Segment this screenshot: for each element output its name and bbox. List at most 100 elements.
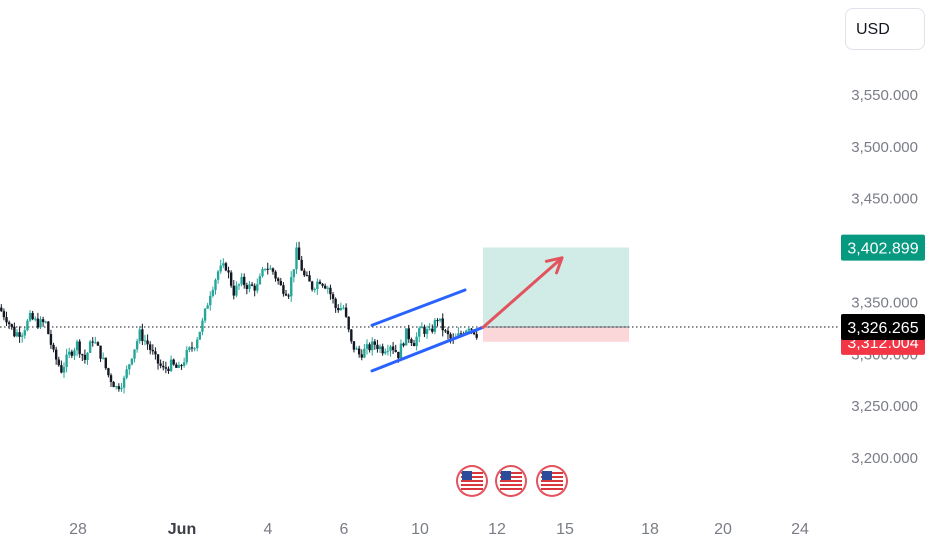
candle-body <box>457 333 460 338</box>
candle-body <box>344 307 348 317</box>
candle-body <box>412 343 416 347</box>
candle-body <box>431 328 434 332</box>
price-axis[interactable]: 3,550.0003,500.0003,450.0003,400.0003,35… <box>851 87 918 467</box>
candle-body <box>386 350 390 352</box>
candle-body <box>120 387 123 390</box>
candle-body <box>295 247 298 270</box>
channel-lower-line <box>370 325 485 373</box>
candle-body <box>420 326 424 329</box>
candle-body <box>175 364 178 368</box>
candle-body <box>269 268 272 270</box>
candle-body <box>115 386 118 388</box>
candle-body <box>441 318 444 331</box>
time-tick-label: 10 <box>411 521 429 538</box>
candle-body <box>227 270 230 273</box>
candle-body <box>313 289 316 291</box>
flag-stripe <box>500 484 522 486</box>
candle-body <box>394 350 397 352</box>
arrow-head <box>544 256 564 275</box>
candle-body <box>404 328 408 346</box>
candle-body <box>397 351 400 359</box>
currency-button[interactable]: USD <box>845 8 925 50</box>
candle-body <box>78 341 81 355</box>
last-price-tag: 3,326.265 <box>847 320 918 337</box>
candle-body <box>258 276 262 285</box>
candle-body <box>248 284 251 290</box>
candle-body <box>444 330 447 332</box>
candle-body <box>222 263 225 266</box>
candle-body <box>433 320 437 332</box>
price-tick-label: 3,250.000 <box>851 398 918 415</box>
candle-body <box>357 348 361 355</box>
candle-body <box>68 351 71 355</box>
candle-body <box>373 341 377 345</box>
candle-body <box>381 346 384 354</box>
us-flag-icon[interactable] <box>536 465 568 497</box>
candle-body <box>449 334 452 339</box>
us-flag-icon[interactable] <box>495 465 527 497</box>
candle-body <box>28 312 32 321</box>
candle-body <box>292 269 296 278</box>
drawings[interactable] <box>370 256 564 373</box>
time-tick-label: 12 <box>488 521 506 538</box>
us-flag-icon[interactable] <box>456 465 488 497</box>
candle-body <box>193 348 196 350</box>
economic-events[interactable] <box>456 465 568 497</box>
arrow-shaft <box>481 256 564 329</box>
candle-body <box>188 347 191 351</box>
candle-body <box>329 287 332 295</box>
candle-body <box>389 346 392 351</box>
candle-body <box>169 359 173 372</box>
candle-body <box>287 295 290 297</box>
candle-body <box>339 308 343 311</box>
candle-body <box>96 342 100 346</box>
candle-body <box>279 280 282 286</box>
candle-body <box>266 268 269 270</box>
target-price-tag: 3,402.899 <box>847 241 918 258</box>
candle-body <box>352 341 356 350</box>
candle-body <box>308 275 311 282</box>
candle-body <box>94 342 97 344</box>
candle-body <box>263 268 267 270</box>
candle-body <box>138 329 141 342</box>
candle-body <box>209 295 212 306</box>
candle-body <box>415 336 418 347</box>
candle-body <box>337 307 340 311</box>
candle-body <box>391 346 395 351</box>
candle-body <box>206 305 209 309</box>
candle-body <box>224 263 228 271</box>
candle-body <box>305 275 309 277</box>
time-axis[interactable]: 28 Jun 4 6 10 12 15 18 20 24 <box>69 521 809 538</box>
candle-body <box>475 334 478 338</box>
candle-body <box>180 365 183 367</box>
candle-body <box>23 330 27 336</box>
last-price-tag-bg <box>841 314 925 341</box>
candle-body <box>350 329 353 342</box>
candle-body <box>112 381 115 388</box>
candle-body <box>2 311 6 318</box>
candle-body <box>15 332 19 337</box>
candle-body <box>70 351 74 356</box>
candle-body <box>159 363 162 366</box>
flag-stripe <box>541 484 563 486</box>
candle-body <box>418 328 421 337</box>
candle-body <box>240 276 243 285</box>
candle-body <box>201 320 204 332</box>
candle-body <box>425 329 429 334</box>
candle-body <box>154 351 157 355</box>
candle-body <box>438 318 442 321</box>
candles <box>0 241 478 394</box>
flag-stripe <box>461 484 483 486</box>
candle-body <box>376 344 379 350</box>
candle-body <box>203 308 207 321</box>
candle-body <box>73 350 76 356</box>
candle-body <box>185 350 188 363</box>
candle-body <box>125 369 128 378</box>
flag-stripe <box>461 480 483 482</box>
flag-stripe <box>541 480 563 482</box>
candle-body <box>151 349 155 352</box>
candle-body <box>459 333 463 335</box>
candle-body <box>399 343 403 359</box>
candle-body <box>467 328 471 331</box>
